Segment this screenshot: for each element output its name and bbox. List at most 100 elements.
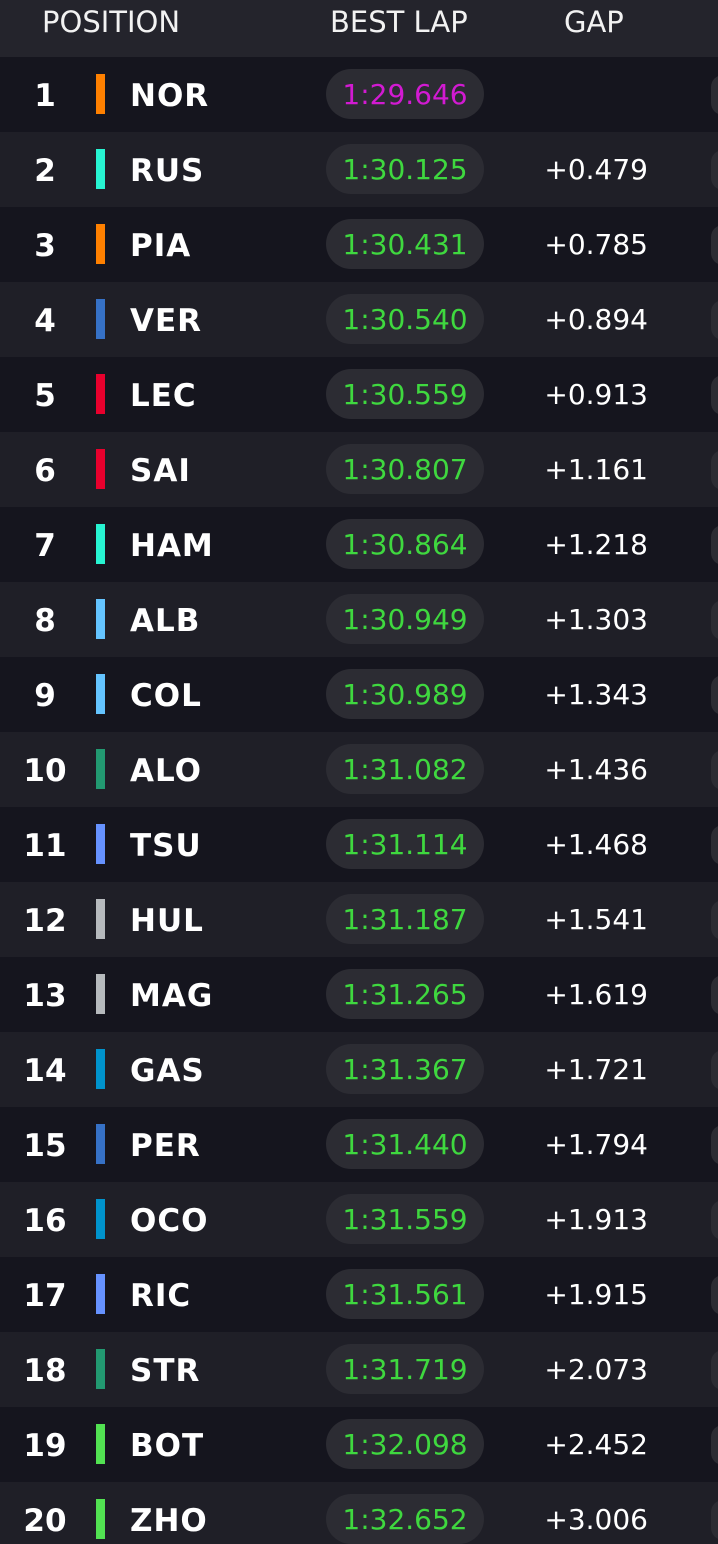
gap: +1.541 bbox=[544, 903, 648, 936]
driver-code: STR bbox=[130, 1353, 201, 1389]
edge-button[interactable] bbox=[711, 825, 718, 865]
driver-code: SAI bbox=[130, 453, 191, 489]
lap-pill bbox=[326, 69, 484, 119]
driver-row[interactable]: 11 TSU 1:31.114 +1.468 bbox=[0, 807, 718, 882]
edge-button[interactable] bbox=[711, 1425, 718, 1465]
best-lap: 1:31.265 bbox=[342, 978, 468, 1011]
driver-row[interactable]: 18 STR 1:31.719 +2.073 bbox=[0, 1332, 718, 1407]
edge-button[interactable] bbox=[711, 450, 718, 490]
lap-pill bbox=[326, 1344, 484, 1394]
position: 19 bbox=[23, 1428, 67, 1464]
driver-row[interactable]: 19 BOT 1:32.098 +2.452 bbox=[0, 1407, 718, 1482]
gap: +1.468 bbox=[544, 828, 648, 861]
lap-pill bbox=[326, 1494, 484, 1544]
position: 7 bbox=[34, 528, 56, 564]
position: 2 bbox=[34, 153, 56, 189]
driver-row[interactable]: 6 SAI 1:30.807 +1.161 bbox=[0, 432, 718, 507]
edge-button[interactable] bbox=[711, 150, 718, 190]
driver-row[interactable]: 9 COL 1:30.989 +1.343 bbox=[0, 657, 718, 732]
driver-row[interactable]: 2 RUS 1:30.125 +0.479 bbox=[0, 132, 718, 207]
driver-row[interactable]: 10 ALO 1:31.082 +1.436 bbox=[0, 732, 718, 807]
driver-code: RUS bbox=[130, 153, 205, 189]
driver-row[interactable]: 12 HUL 1:31.187 +1.541 bbox=[0, 882, 718, 957]
edge-button[interactable] bbox=[711, 1050, 718, 1090]
position: 13 bbox=[23, 978, 67, 1014]
edge-button[interactable] bbox=[711, 75, 718, 115]
team-color-bar bbox=[96, 1349, 105, 1389]
lap-pill bbox=[326, 744, 484, 794]
team-color-bar bbox=[96, 1124, 105, 1164]
team-color-bar bbox=[96, 1049, 105, 1089]
edge-button[interactable] bbox=[711, 300, 718, 340]
driver-row[interactable]: 16 OCO 1:31.559 +1.913 bbox=[0, 1182, 718, 1257]
team-color-bar bbox=[96, 1424, 105, 1464]
header-gap: GAP bbox=[564, 5, 624, 39]
position: 3 bbox=[34, 228, 56, 264]
edge-button[interactable] bbox=[711, 1200, 718, 1240]
driver-row[interactable]: 5 LEC 1:30.559 +0.913 bbox=[0, 357, 718, 432]
driver-row[interactable]: 20 ZHO 1:32.652 +3.006 bbox=[0, 1482, 718, 1544]
team-color-bar bbox=[96, 749, 105, 789]
lap-pill bbox=[326, 894, 484, 944]
driver-row[interactable]: 17 RIC 1:31.561 +1.915 bbox=[0, 1257, 718, 1332]
driver-code: ZHO bbox=[130, 1503, 208, 1539]
edge-button[interactable] bbox=[711, 225, 718, 265]
position: 4 bbox=[34, 303, 56, 339]
driver-code: NOR bbox=[130, 78, 210, 114]
driver-code: COL bbox=[130, 678, 202, 714]
driver-row[interactable]: 3 PIA 1:30.431 +0.785 bbox=[0, 207, 718, 282]
lap-pill bbox=[326, 519, 484, 569]
driver-row[interactable]: 15 PER 1:31.440 +1.794 bbox=[0, 1107, 718, 1182]
best-lap: 1:30.807 bbox=[342, 453, 468, 486]
edge-button[interactable] bbox=[711, 525, 718, 565]
lap-pill bbox=[326, 444, 484, 494]
team-color-bar bbox=[96, 974, 105, 1014]
lap-pill bbox=[326, 294, 484, 344]
driver-row[interactable]: 8 ALB 1:30.949 +1.303 bbox=[0, 582, 718, 657]
gap: +1.619 bbox=[544, 978, 648, 1011]
best-lap: 1:30.125 bbox=[342, 153, 468, 186]
driver-row[interactable]: 1 NOR 1:29.646 bbox=[0, 57, 718, 132]
edge-button[interactable] bbox=[711, 1125, 718, 1165]
edge-button[interactable] bbox=[711, 675, 718, 715]
driver-code: ALB bbox=[130, 603, 201, 639]
position: 11 bbox=[23, 828, 67, 864]
driver-code: HUL bbox=[130, 903, 204, 939]
position: 5 bbox=[34, 378, 56, 414]
driver-code: RIC bbox=[130, 1278, 192, 1314]
driver-row[interactable]: 7 HAM 1:30.864 +1.218 bbox=[0, 507, 718, 582]
gap: +0.479 bbox=[544, 153, 648, 186]
best-lap: 1:31.561 bbox=[342, 1278, 468, 1311]
edge-button[interactable] bbox=[711, 375, 718, 415]
lap-pill bbox=[326, 1119, 484, 1169]
edge-button[interactable] bbox=[711, 900, 718, 940]
driver-row[interactable]: 4 VER 1:30.540 +0.894 bbox=[0, 282, 718, 357]
driver-row[interactable]: 13 MAG 1:31.265 +1.619 bbox=[0, 957, 718, 1032]
gap: +3.006 bbox=[544, 1503, 648, 1536]
best-lap: 1:31.114 bbox=[342, 828, 468, 861]
edge-button[interactable] bbox=[711, 1500, 718, 1540]
edge-button[interactable] bbox=[711, 600, 718, 640]
best-lap: 1:30.431 bbox=[342, 228, 468, 261]
driver-code: BOT bbox=[130, 1428, 205, 1464]
gap: +2.452 bbox=[544, 1428, 648, 1461]
team-color-bar bbox=[96, 224, 105, 264]
lap-pill bbox=[326, 1194, 484, 1244]
team-color-bar bbox=[96, 149, 105, 189]
edge-button[interactable] bbox=[711, 975, 718, 1015]
driver-row[interactable]: 14 GAS 1:31.367 +1.721 bbox=[0, 1032, 718, 1107]
best-lap: 1:31.367 bbox=[342, 1053, 468, 1086]
lap-pill bbox=[326, 594, 484, 644]
lap-pill bbox=[326, 1419, 484, 1469]
edge-button[interactable] bbox=[711, 1350, 718, 1390]
edge-button[interactable] bbox=[711, 750, 718, 790]
edge-button[interactable] bbox=[711, 1275, 718, 1315]
best-lap: 1:32.098 bbox=[342, 1428, 468, 1461]
position: 12 bbox=[23, 903, 67, 939]
position: 9 bbox=[34, 678, 56, 714]
team-color-bar bbox=[96, 899, 105, 939]
position: 15 bbox=[23, 1128, 67, 1164]
position: 10 bbox=[23, 753, 67, 789]
position: 6 bbox=[34, 453, 56, 489]
